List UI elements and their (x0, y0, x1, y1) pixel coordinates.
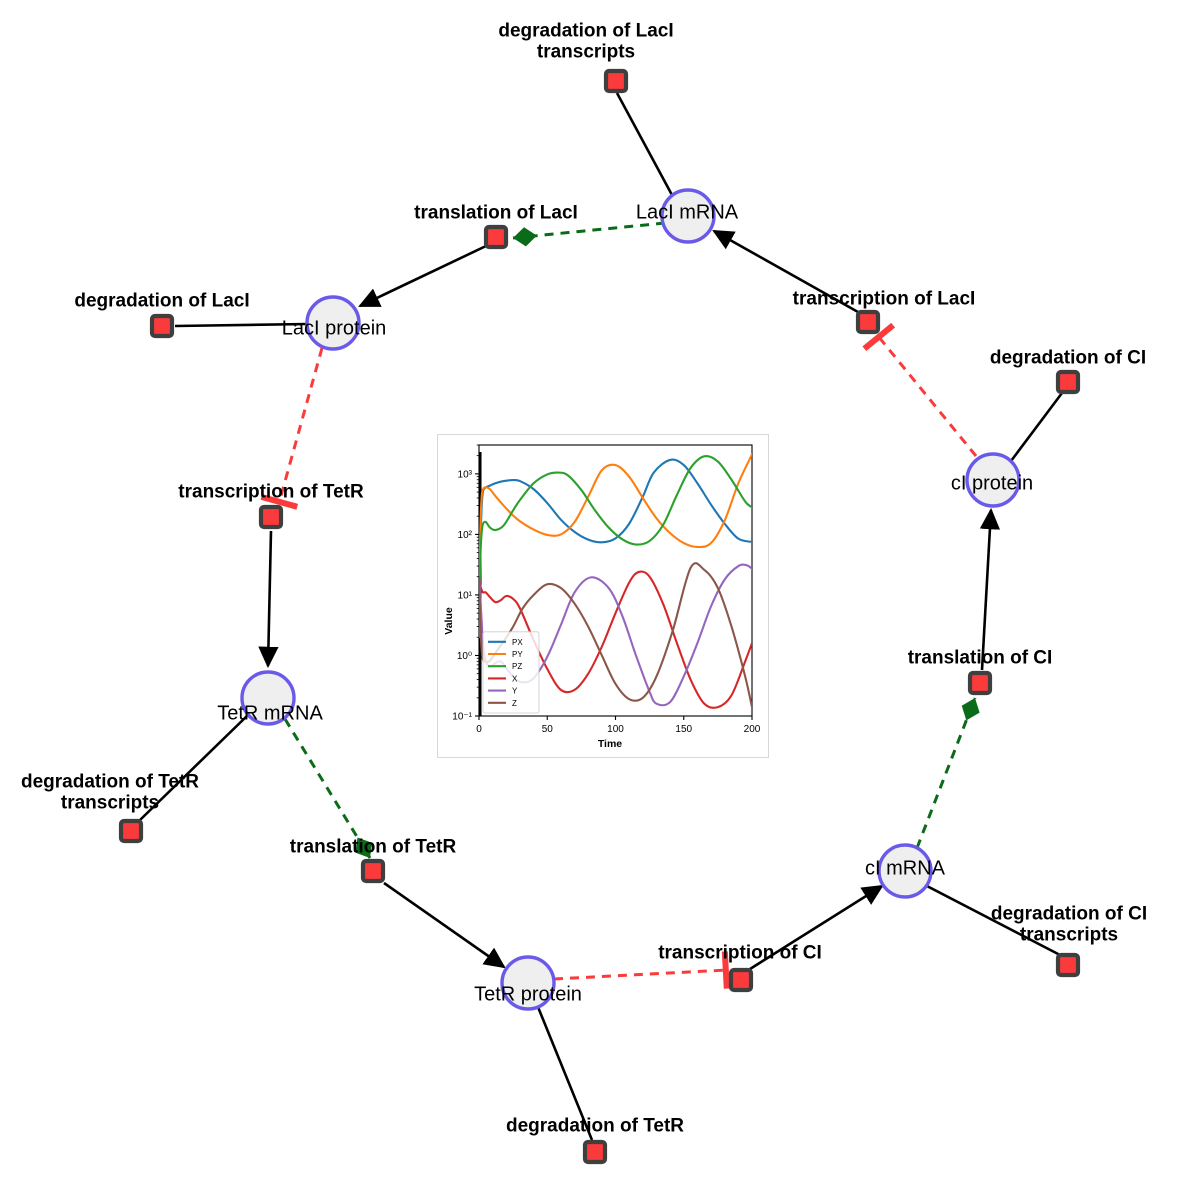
chart-xlabel: Time (598, 738, 622, 750)
chart-ytick-label: 10¹ (458, 590, 473, 601)
reaction-node-deg_laci_transcripts[interactable] (603, 68, 629, 94)
chart-svg: 0 50 100 150 200 10⁻¹ 10⁰ 10¹ 10² 10³ PX PY PZ XYZ V… (443, 444, 761, 750)
edge-catalysis (915, 697, 980, 849)
chart-legend-label-PX: PX (512, 638, 523, 647)
chart-legend-label-Z: Z (512, 699, 517, 708)
reaction-node-translation_ci[interactable] (967, 670, 993, 696)
species-node-laci_protein[interactable] (305, 295, 361, 351)
reaction-node-transcription_laci[interactable] (855, 309, 881, 335)
edge-inhibition (553, 951, 730, 989)
chart-xtick-label: 50 (542, 724, 554, 735)
edge-inhibition (260, 347, 324, 510)
chart-legend-label-PY: PY (512, 650, 523, 659)
edge-production (536, 1006, 594, 1141)
chart-xtick-label: 100 (607, 724, 624, 735)
chart-ylabel: Value (443, 607, 455, 635)
species-node-ci_mrna[interactable] (877, 843, 933, 899)
reaction-node-deg_tetr[interactable] (582, 1139, 608, 1165)
edge-layer (139, 92, 1064, 1141)
edge-production (383, 881, 506, 969)
inset-timecourse-chart: 0 50 100 150 200 10⁻¹ 10⁰ 10¹ 10² 10³ PX PY PZ X Y Z V… (437, 434, 769, 758)
chart-legend: PX PY PZ XYZ (482, 631, 540, 714)
chart-xtick-label: 200 (744, 724, 761, 735)
edge-production (174, 322, 309, 328)
reaction-node-transcription_tetr[interactable] (258, 504, 284, 530)
chart-ytick-label: 10³ (458, 469, 473, 480)
reaction-node-translation_tetr[interactable] (360, 858, 386, 884)
edge-production (615, 92, 674, 196)
reaction-node-deg_laci[interactable] (149, 313, 175, 339)
chart-line-PY (479, 453, 752, 628)
chart-xtick-label: 0 (476, 724, 482, 735)
edge-production (979, 507, 1001, 671)
chart-legend-label-PZ: PZ (512, 662, 522, 671)
edge-catalysis (512, 221, 666, 247)
chart-legend-label-X: X (512, 674, 518, 683)
edge-catalysis (283, 718, 372, 859)
species-node-laci_mrna[interactable] (660, 188, 716, 244)
chart-ytick-label: 10⁻¹ (452, 712, 472, 723)
reaction-node-translation_laci[interactable] (483, 224, 509, 250)
edge-production (749, 884, 884, 971)
chart-axis-ticks: 0 50 100 150 200 10⁻¹ 10⁰ 10¹ 10² 10³ (452, 444, 761, 735)
edge-production (139, 714, 249, 821)
reaction-node-deg_tetr_transcripts[interactable] (118, 818, 144, 844)
chart-ytick-label: 10⁰ (457, 651, 472, 662)
species-node-tetr_protein[interactable] (500, 955, 556, 1011)
node-layer (118, 68, 1081, 1165)
edge-production (924, 883, 1061, 957)
species-node-ci_protein[interactable] (965, 452, 1021, 508)
chart-xtick-label: 150 (675, 724, 692, 735)
edge-production (258, 530, 279, 669)
chart-line-PZ (479, 455, 752, 639)
chart-legend-box (482, 631, 540, 714)
chart-legend-label-Y: Y (512, 687, 518, 696)
edge-production (712, 229, 859, 314)
edge-production (358, 244, 487, 308)
chart-line-X (479, 570, 752, 709)
species-node-tetr_mrna[interactable] (240, 670, 296, 726)
chart-ytick-label: 10² (458, 530, 473, 541)
edge-production (1009, 392, 1064, 462)
reaction-node-deg_ci[interactable] (1055, 369, 1081, 395)
edge-inhibition (862, 322, 978, 457)
reaction-node-deg_ci_transcripts[interactable] (1055, 952, 1081, 978)
reaction-node-transcription_ci[interactable] (728, 967, 754, 993)
